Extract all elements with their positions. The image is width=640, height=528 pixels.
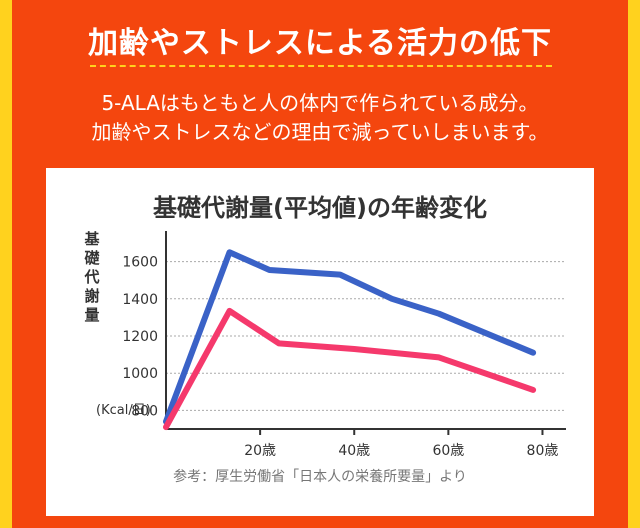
chart-card: 基礎代謝量(平均値)の年齢変化 基礎代謝量 (Kcal/日) 800 1000 12…: [46, 168, 594, 516]
series-line-blue-series: [163, 249, 537, 425]
y-axis-unit: (Kcal/日): [96, 403, 151, 418]
y-axis-label: 基礎代謝量: [84, 230, 100, 324]
subtitle-line-1: 5-ALAはもともと人の体内で作られている成分。: [101, 91, 539, 115]
chart-title: 基礎代謝量(平均値)の年齢変化: [153, 194, 487, 222]
x-tick-label-80: 80歳: [527, 443, 559, 459]
subtitle-line-2: 加齢やストレスなどの理由で減っていしまいます。: [91, 120, 549, 144]
page-title: 加齢やストレスによる活力の低下: [87, 26, 553, 61]
x-tick-label-60: 60歳: [432, 443, 464, 459]
x-tick-label-40: 40歳: [338, 443, 370, 459]
y-tick-label-1200: 1200: [122, 329, 158, 345]
banner-panel: 加齢やストレスによる活力の低下 5-ALAはもともと人の体内で作られている成分。…: [12, 0, 628, 528]
y-tick-label-1000: 1000: [122, 366, 158, 382]
title-divider: [90, 65, 552, 67]
x-tick-label-20: 20歳: [244, 443, 276, 459]
source-note: 参考：厚生労働省「日本人の栄養所要量」より: [173, 469, 467, 485]
y-tick-label-1400: 1400: [122, 292, 158, 308]
series-line-pink-series: [163, 307, 537, 431]
line-chart: 800 1000 1200 1400 1600 20歳 40歳 60歳 80歳: [122, 231, 566, 459]
y-tick-label-1600: 1600: [122, 255, 158, 271]
y-tick-label-800: 800: [131, 403, 158, 419]
